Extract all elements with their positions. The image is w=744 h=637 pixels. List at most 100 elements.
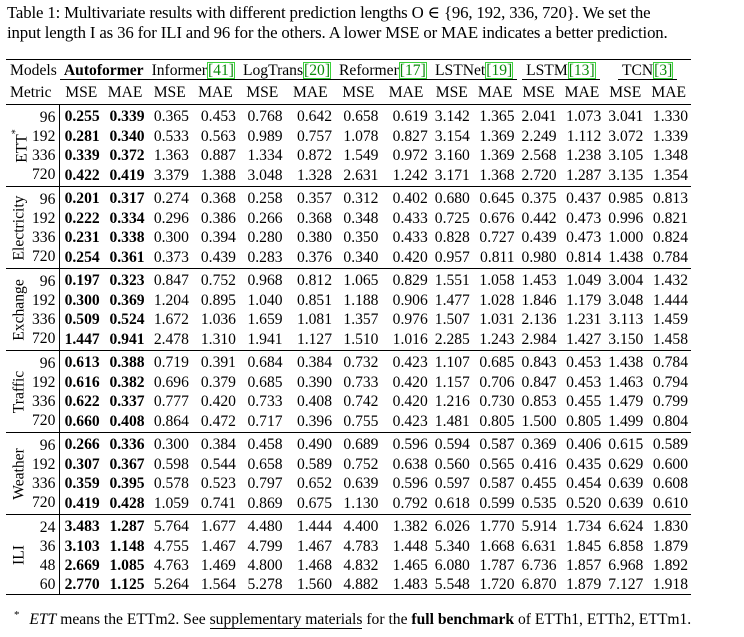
mae-header: MAE [646, 82, 692, 105]
mae-value: 0.380 [296, 229, 333, 246]
mae-value: 1.879 [652, 538, 689, 555]
mse-value: 2.478 [147, 329, 192, 351]
mae-value: 0.406 [566, 435, 602, 453]
citation-link[interactable]: [17] [398, 62, 427, 79]
mse-header: MSE [147, 82, 192, 105]
prediction-length: 192 [32, 455, 61, 474]
dataset-label-traffic: Traffic [6, 350, 32, 433]
table-row: 336 0.509 0.524 1.672 1.036 1.659 1.081 1.357 0.… [6, 310, 691, 329]
mse-value: 0.373 [147, 247, 192, 269]
mae-value: 0.587 [479, 475, 515, 492]
mae-value: 1.243 [472, 329, 518, 351]
model-header-lstnet: LSTNet[19] [430, 59, 518, 82]
mae-value: 1.369 [479, 128, 515, 145]
mse-value: 1.453 [521, 271, 557, 289]
mse-value: 0.689 [343, 435, 379, 453]
dataset-name-text: Exchange [10, 278, 28, 341]
mae-value: 1.242 [381, 165, 431, 187]
mse-value: 1.438 [608, 353, 644, 371]
footnote-text-c: of ETTh1, ETTh2, ETTm1. [517, 611, 692, 628]
table-row: 192 0.281 0.340 0.533 0.563 0.989 0.757 1.078 0.… [6, 127, 691, 146]
mse-value: 3.113 [608, 311, 644, 328]
mae-value: 0.395 [109, 475, 145, 492]
mae-value: 0.453 [566, 353, 602, 371]
mse-value: 0.847 [521, 374, 557, 391]
citation-link[interactable]: [19] [485, 62, 514, 79]
supplementary-link[interactable]: supplementary materials [209, 611, 363, 629]
dataset-name-text: ILI [10, 544, 28, 565]
mae-value: 0.589 [652, 435, 689, 453]
metric-label: Metric [6, 82, 60, 105]
table-row: 720 0.419 0.428 1.059 0.741 0.869 0.675 1.130 0.… [6, 493, 692, 515]
mae-value: 0.895 [200, 292, 236, 309]
mse-value: 0.594 [434, 435, 470, 453]
mae-value: 0.361 [102, 247, 148, 269]
mae-value: 1.444 [296, 517, 333, 535]
mse-value: 1.363 [153, 147, 189, 164]
mae-value: 0.338 [109, 229, 145, 246]
model-label: Reformer [339, 62, 399, 79]
mae-value: 0.455 [566, 393, 602, 410]
mae-value: 1.845 [566, 538, 602, 555]
footnote-term: ETT [29, 611, 57, 628]
table-row: ETT* 96 0.255 0.339 0.365 0.453 0.768 0.642 0.65… [6, 104, 691, 187]
mse-value: 0.348 [343, 210, 379, 227]
mae-value: 0.419 [102, 165, 148, 187]
table-row: 336 0.359 0.395 0.578 0.523 0.797 0.652 0.639 0.… [6, 474, 691, 493]
mse-value: 2.720 [517, 165, 560, 187]
dataset-name: Weather [10, 448, 29, 500]
mae-value: 0.685 [479, 353, 515, 371]
mse-value: 1.672 [153, 311, 189, 328]
mae-value: 1.770 [479, 517, 515, 535]
model-name: LogTrans[20] [238, 62, 336, 80]
citation-link[interactable]: [3] [653, 62, 674, 79]
mse-value: 0.752 [343, 456, 379, 473]
mae-value: 1.368 [472, 165, 518, 187]
mae-value: 1.369 [479, 147, 515, 164]
mae-value: 0.827 [392, 128, 428, 145]
mae-value: 1.892 [652, 557, 689, 574]
mse-value: 0.684 [247, 353, 283, 371]
mse-value: 0.828 [434, 229, 470, 246]
mse-header: MSE [430, 82, 473, 105]
mae-value: 1.328 [285, 165, 336, 187]
mae-value: 1.668 [479, 538, 515, 555]
mae-value: 1.560 [285, 575, 336, 595]
mae-value: 0.608 [652, 475, 689, 492]
prediction-length: 192 [32, 127, 61, 146]
citation-link[interactable]: [20] [303, 62, 332, 79]
mae-value: 0.610 [646, 493, 692, 515]
prediction-length: 192 [32, 209, 61, 228]
mae-value: 0.587 [479, 435, 515, 453]
mse-value: 2.770 [59, 575, 103, 595]
mse-value: 0.598 [153, 456, 189, 473]
mse-value: 3.041 [608, 107, 644, 125]
footnote-mark: * [14, 609, 20, 621]
mae-value: 0.675 [285, 493, 336, 515]
mae-value: 1.127 [285, 329, 336, 351]
mse-value: 2.285 [430, 329, 473, 351]
model-name: Reformer[17] [335, 62, 431, 80]
citation-link[interactable]: [41] [206, 62, 235, 79]
mse-value: 0.201 [64, 189, 100, 207]
mse-value: 0.266 [247, 210, 283, 227]
mae-value: 1.049 [566, 271, 602, 289]
mse-value: 0.266 [64, 435, 100, 453]
mse-value: 6.631 [521, 538, 557, 555]
mse-value: 1.500 [517, 411, 560, 433]
mse-value: 0.455 [521, 475, 557, 492]
mse-value: 1.846 [521, 292, 557, 309]
prediction-length: 192 [32, 291, 61, 310]
prediction-length: 720 [32, 165, 61, 187]
citation-link[interactable]: [13] [567, 62, 596, 79]
mse-value: 0.597 [434, 475, 470, 492]
prediction-length: 24 [32, 514, 61, 537]
footnote-text-a: means the ETTm2. See [60, 611, 206, 628]
mae-value: 0.638 [392, 456, 428, 473]
mse-value: 4.783 [343, 538, 379, 555]
mse-value: 1.549 [343, 147, 379, 164]
prediction-length: 720 [32, 493, 61, 515]
table-row: 60 2.770 1.125 5.264 1.564 5.278 1.560 4.882 1.4… [6, 575, 692, 595]
mae-value: 0.408 [296, 393, 333, 410]
mae-value: 0.784 [652, 353, 689, 371]
